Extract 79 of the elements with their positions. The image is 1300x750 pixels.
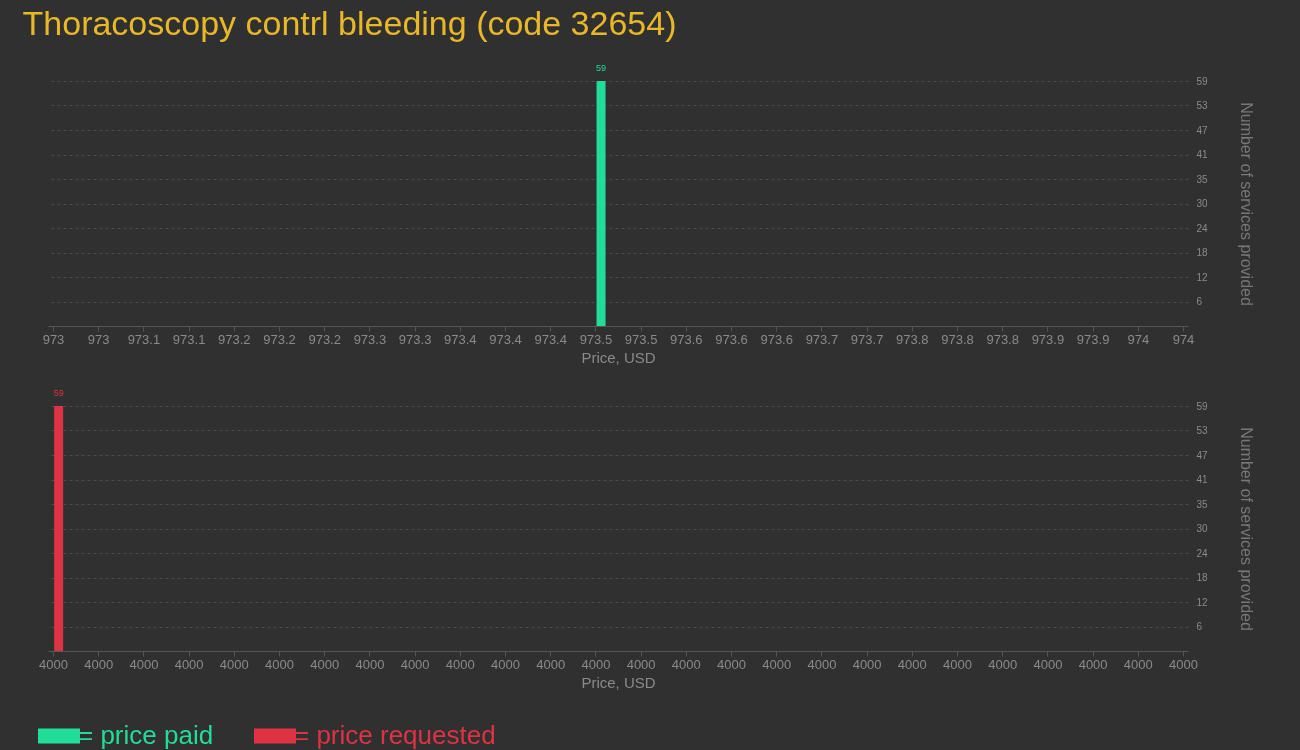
x-tick-label: 974 bbox=[1172, 331, 1195, 347]
x-tick-label: 4000 bbox=[762, 656, 792, 672]
y-tick-label: 12 bbox=[1196, 271, 1209, 283]
x-tick-label: 4000 bbox=[129, 656, 159, 672]
x-tick-label: 4000 bbox=[355, 656, 385, 672]
x-axis-title: Price, USD bbox=[581, 348, 656, 366]
x-tick-label: 4000 bbox=[626, 656, 656, 672]
x-tick-label: 973.9 bbox=[1031, 331, 1065, 347]
x-tick-label: 4000 bbox=[717, 656, 746, 672]
y-tick-label: 24 bbox=[1196, 547, 1209, 559]
y-tick-label: 59 bbox=[1196, 400, 1209, 412]
x-tick-label: 973 bbox=[42, 331, 65, 347]
y-tick-label: 53 bbox=[1196, 425, 1209, 436]
x-tick-label: 4000 bbox=[445, 656, 475, 672]
x-tick-label: 4000 bbox=[581, 656, 611, 672]
x-tick-label: 973.4 bbox=[489, 331, 522, 347]
x-tick-label: 973.2 bbox=[218, 331, 251, 347]
x-tick-label: 973.4 bbox=[444, 331, 477, 347]
x-tick-label: 4000 bbox=[1169, 656, 1198, 672]
x-tick-label: 4000 bbox=[943, 656, 972, 672]
x-tick-label: 973.9 bbox=[1076, 331, 1110, 347]
x-axis-title: Price, USD bbox=[581, 673, 656, 691]
x-tick-label: 973.2 bbox=[308, 331, 341, 347]
data-label: 59 bbox=[53, 388, 64, 398]
y-tick-label: 59 bbox=[1196, 75, 1209, 87]
x-tick-label: 4000 bbox=[219, 656, 249, 672]
x-tick-label: 973.7 bbox=[805, 331, 839, 347]
x-tick-label: 973.3 bbox=[398, 331, 432, 347]
y-tick-label: 41 bbox=[1196, 149, 1209, 160]
y-tick-label: 12 bbox=[1196, 596, 1209, 608]
x-tick-label: 4000 bbox=[39, 656, 68, 672]
x-tick-label: 973.8 bbox=[941, 331, 974, 347]
x-tick-label: 4000 bbox=[174, 656, 204, 672]
y-tick-label: 6 bbox=[1196, 621, 1203, 632]
y-tick-label: 53 bbox=[1196, 100, 1209, 111]
x-tick-label: 973 bbox=[87, 331, 110, 347]
x-tick-label: 4000 bbox=[671, 656, 701, 672]
chart-title: Thoracoscopy contrl bleeding (code 32654) bbox=[22, 4, 677, 42]
x-tick-label: 973.8 bbox=[896, 331, 929, 347]
x-tick-label: 973.4 bbox=[534, 331, 567, 347]
x-tick-label: 4000 bbox=[1123, 656, 1153, 672]
y-tick-label: 41 bbox=[1196, 474, 1209, 485]
y-tick-label: 24 bbox=[1196, 222, 1209, 234]
x-tick-label: 973.5 bbox=[624, 331, 658, 347]
y-tick-label: 30 bbox=[1196, 523, 1209, 534]
x-tick-label: 973.8 bbox=[986, 331, 1019, 347]
y-tick-label: 35 bbox=[1196, 498, 1209, 510]
x-tick-label: 4000 bbox=[988, 656, 1018, 672]
y-tick-label: 35 bbox=[1196, 173, 1209, 185]
x-tick-label: 4000 bbox=[897, 656, 927, 672]
x-tick-label: 4000 bbox=[1078, 656, 1108, 672]
x-tick-label: 4000 bbox=[1033, 656, 1063, 672]
y-tick-label: 47 bbox=[1196, 124, 1209, 136]
x-tick-label: 973.3 bbox=[353, 331, 387, 347]
x-tick-label: 973.1 bbox=[172, 331, 206, 347]
y-tick-label: 47 bbox=[1196, 449, 1209, 461]
y-tick-label: 18 bbox=[1196, 572, 1209, 583]
x-tick-label: 4000 bbox=[310, 656, 340, 672]
x-tick-label: 973.1 bbox=[127, 331, 161, 347]
x-tick-label: 973.6 bbox=[715, 331, 748, 347]
x-tick-label: 4000 bbox=[265, 656, 294, 672]
x-tick-label: 974 bbox=[1127, 331, 1150, 347]
y-axis-title: Number of services provided bbox=[1237, 427, 1255, 631]
x-tick-label: 973.6 bbox=[670, 331, 703, 347]
x-tick-label: 973.2 bbox=[263, 331, 296, 347]
x-tick-label: 4000 bbox=[84, 656, 114, 672]
y-tick-label: 6 bbox=[1196, 296, 1203, 307]
y-tick-label: 30 bbox=[1196, 198, 1209, 209]
x-tick-label: 4000 bbox=[536, 656, 566, 672]
x-tick-label: 973.7 bbox=[850, 331, 884, 347]
x-tick-label: 973.6 bbox=[760, 331, 793, 347]
y-tick-label: 18 bbox=[1196, 247, 1209, 258]
x-tick-label: 4000 bbox=[491, 656, 520, 672]
y-axis-title: Number of services provided bbox=[1237, 102, 1255, 306]
x-tick-label: 973.5 bbox=[579, 331, 613, 347]
x-tick-label: 4000 bbox=[807, 656, 837, 672]
x-tick-label: 4000 bbox=[400, 656, 430, 672]
data-label: 59 bbox=[596, 63, 607, 73]
x-tick-label: 4000 bbox=[852, 656, 882, 672]
